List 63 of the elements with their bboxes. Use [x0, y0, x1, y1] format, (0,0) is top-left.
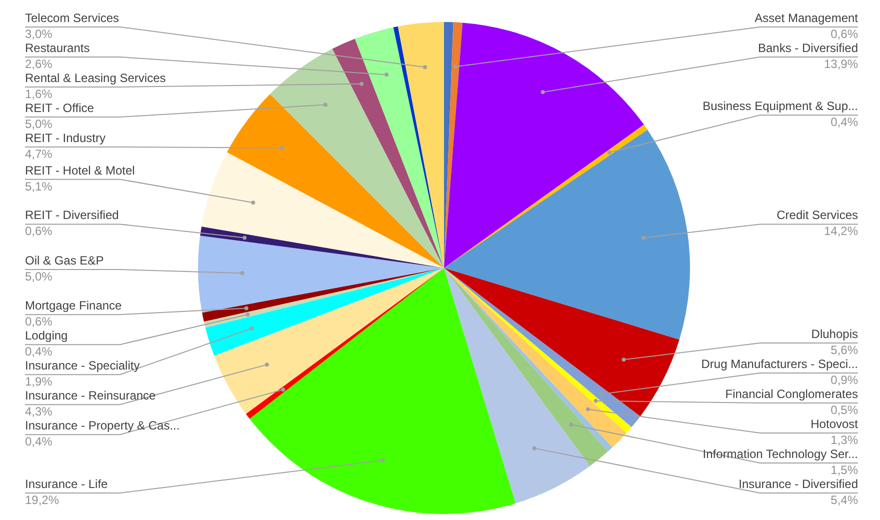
slice-label: Hotovost: [810, 417, 859, 431]
pie-slice: [444, 124, 648, 268]
slice-label: Insurance - Property & Cas...: [25, 418, 180, 433]
pie-slice: [205, 268, 444, 356]
data-label: 5,6%: [830, 343, 858, 357]
data-label: 0,6%: [830, 27, 858, 41]
pie-slice: [214, 268, 444, 414]
data-label: 0,4%: [25, 344, 53, 359]
pie-slice: [250, 268, 516, 514]
data-label: 0,5%: [830, 403, 858, 417]
slice-label: Banks - Diversified: [758, 41, 858, 55]
data-label: 0,9%: [830, 373, 858, 387]
slice-label: Asset Management: [754, 11, 859, 25]
pie-slice: [444, 268, 680, 416]
data-label: 5,0%: [25, 117, 53, 131]
slice-label: Rental & Leasing Services: [25, 71, 166, 85]
slice-label: Insurance - Reinsurance: [25, 388, 156, 403]
slice-label: Drug Manufacturers - Speci...: [701, 357, 858, 371]
pie-slice: [444, 22, 644, 268]
pie-slice: [202, 152, 444, 268]
data-label: 1,5%: [830, 463, 858, 477]
slice-label: Oil & Gas E&P: [25, 253, 104, 268]
data-label: 5,4%: [830, 493, 858, 507]
slice-label: Restaurants: [25, 41, 90, 55]
slice-label: Telecom Services: [25, 11, 120, 25]
pie-slice: [198, 236, 444, 313]
data-label: 3,0%: [25, 27, 53, 41]
pie-slice: [332, 38, 444, 268]
slice-label: Mortgage Finance: [25, 298, 122, 313]
slice-label: Insurance - Diversified: [738, 477, 858, 491]
pie-slice: [444, 130, 690, 340]
slice-label: Insurance - Speciality: [25, 358, 140, 373]
data-label: 4,7%: [25, 147, 53, 161]
data-label: 19,2%: [25, 493, 60, 507]
data-label: 13,9%: [824, 57, 858, 71]
data-label: 14,2%: [824, 224, 858, 238]
slice-label: Insurance - Life: [25, 477, 108, 491]
data-label: 1,9%: [25, 374, 53, 389]
data-label: 1,6%: [25, 87, 53, 101]
slice-label: REIT - Industry: [25, 131, 106, 145]
pie-slice: [444, 268, 590, 504]
data-label: 1,3%: [830, 433, 858, 447]
slice-label: REIT - Office: [25, 101, 94, 115]
slice-label: Information Technology Ser...: [702, 447, 858, 461]
data-label: 0,6%: [25, 314, 53, 329]
pie-slice: [226, 94, 444, 268]
data-label: 0,4%: [830, 115, 858, 130]
data-label: 5,1%: [25, 179, 53, 194]
slice-label: Financial Conglomerates: [725, 387, 858, 401]
data-label: 2,6%: [25, 57, 53, 71]
data-label: 0,4%: [25, 434, 53, 449]
slice-label: Dluhopis: [811, 327, 858, 341]
slice-label: Business Equipment & Sup...: [702, 99, 858, 114]
pie-slice: [200, 226, 444, 268]
pie-slice: [354, 27, 444, 268]
slice-label: REIT - Diversified: [25, 208, 119, 222]
slice-label: REIT - Hotel & Motel: [25, 163, 135, 178]
pie-slice: [270, 48, 444, 268]
slice-label: Credit Services: [776, 208, 858, 222]
data-label: 5,0%: [25, 269, 53, 284]
slice-label: Lodging: [25, 328, 68, 343]
data-label: 0,6%: [25, 224, 53, 238]
data-label: 4,3%: [25, 404, 53, 419]
